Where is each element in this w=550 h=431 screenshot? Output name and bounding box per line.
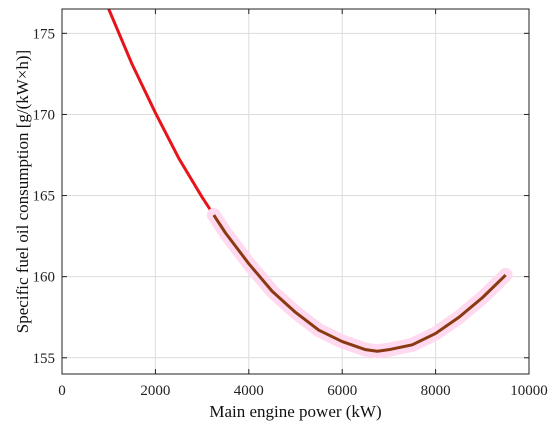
x-tick-label: 0 xyxy=(58,383,66,399)
x-axis-label: Main engine power (kW) xyxy=(209,402,381,421)
y-tick-label: 155 xyxy=(33,351,56,367)
x-tick-label: 2000 xyxy=(140,383,170,399)
x-tick-label: 10000 xyxy=(510,383,548,399)
series-lines xyxy=(107,9,513,359)
series-line-1 xyxy=(107,9,216,216)
plot-frame xyxy=(61,8,530,375)
series-highlight-band xyxy=(206,208,513,359)
grid-lines xyxy=(62,9,529,374)
x-tick-label: 4000 xyxy=(234,383,264,399)
x-tick-label: 6000 xyxy=(327,383,357,399)
y-tick-label: 175 xyxy=(33,26,56,42)
y-tick-label: 170 xyxy=(33,107,56,123)
axis-ticks: 0 2000 4000 6000 8000 10000 155 160 165 170 175 xyxy=(33,9,548,399)
y-tick-label: 165 xyxy=(33,189,56,205)
y-axis-label: Specific fuel oil consumption [g/(kW×h)] xyxy=(13,50,32,333)
y-tick-label: 160 xyxy=(33,270,56,286)
x-tick-label: 8000 xyxy=(421,383,451,399)
series-line-2 xyxy=(212,214,507,353)
